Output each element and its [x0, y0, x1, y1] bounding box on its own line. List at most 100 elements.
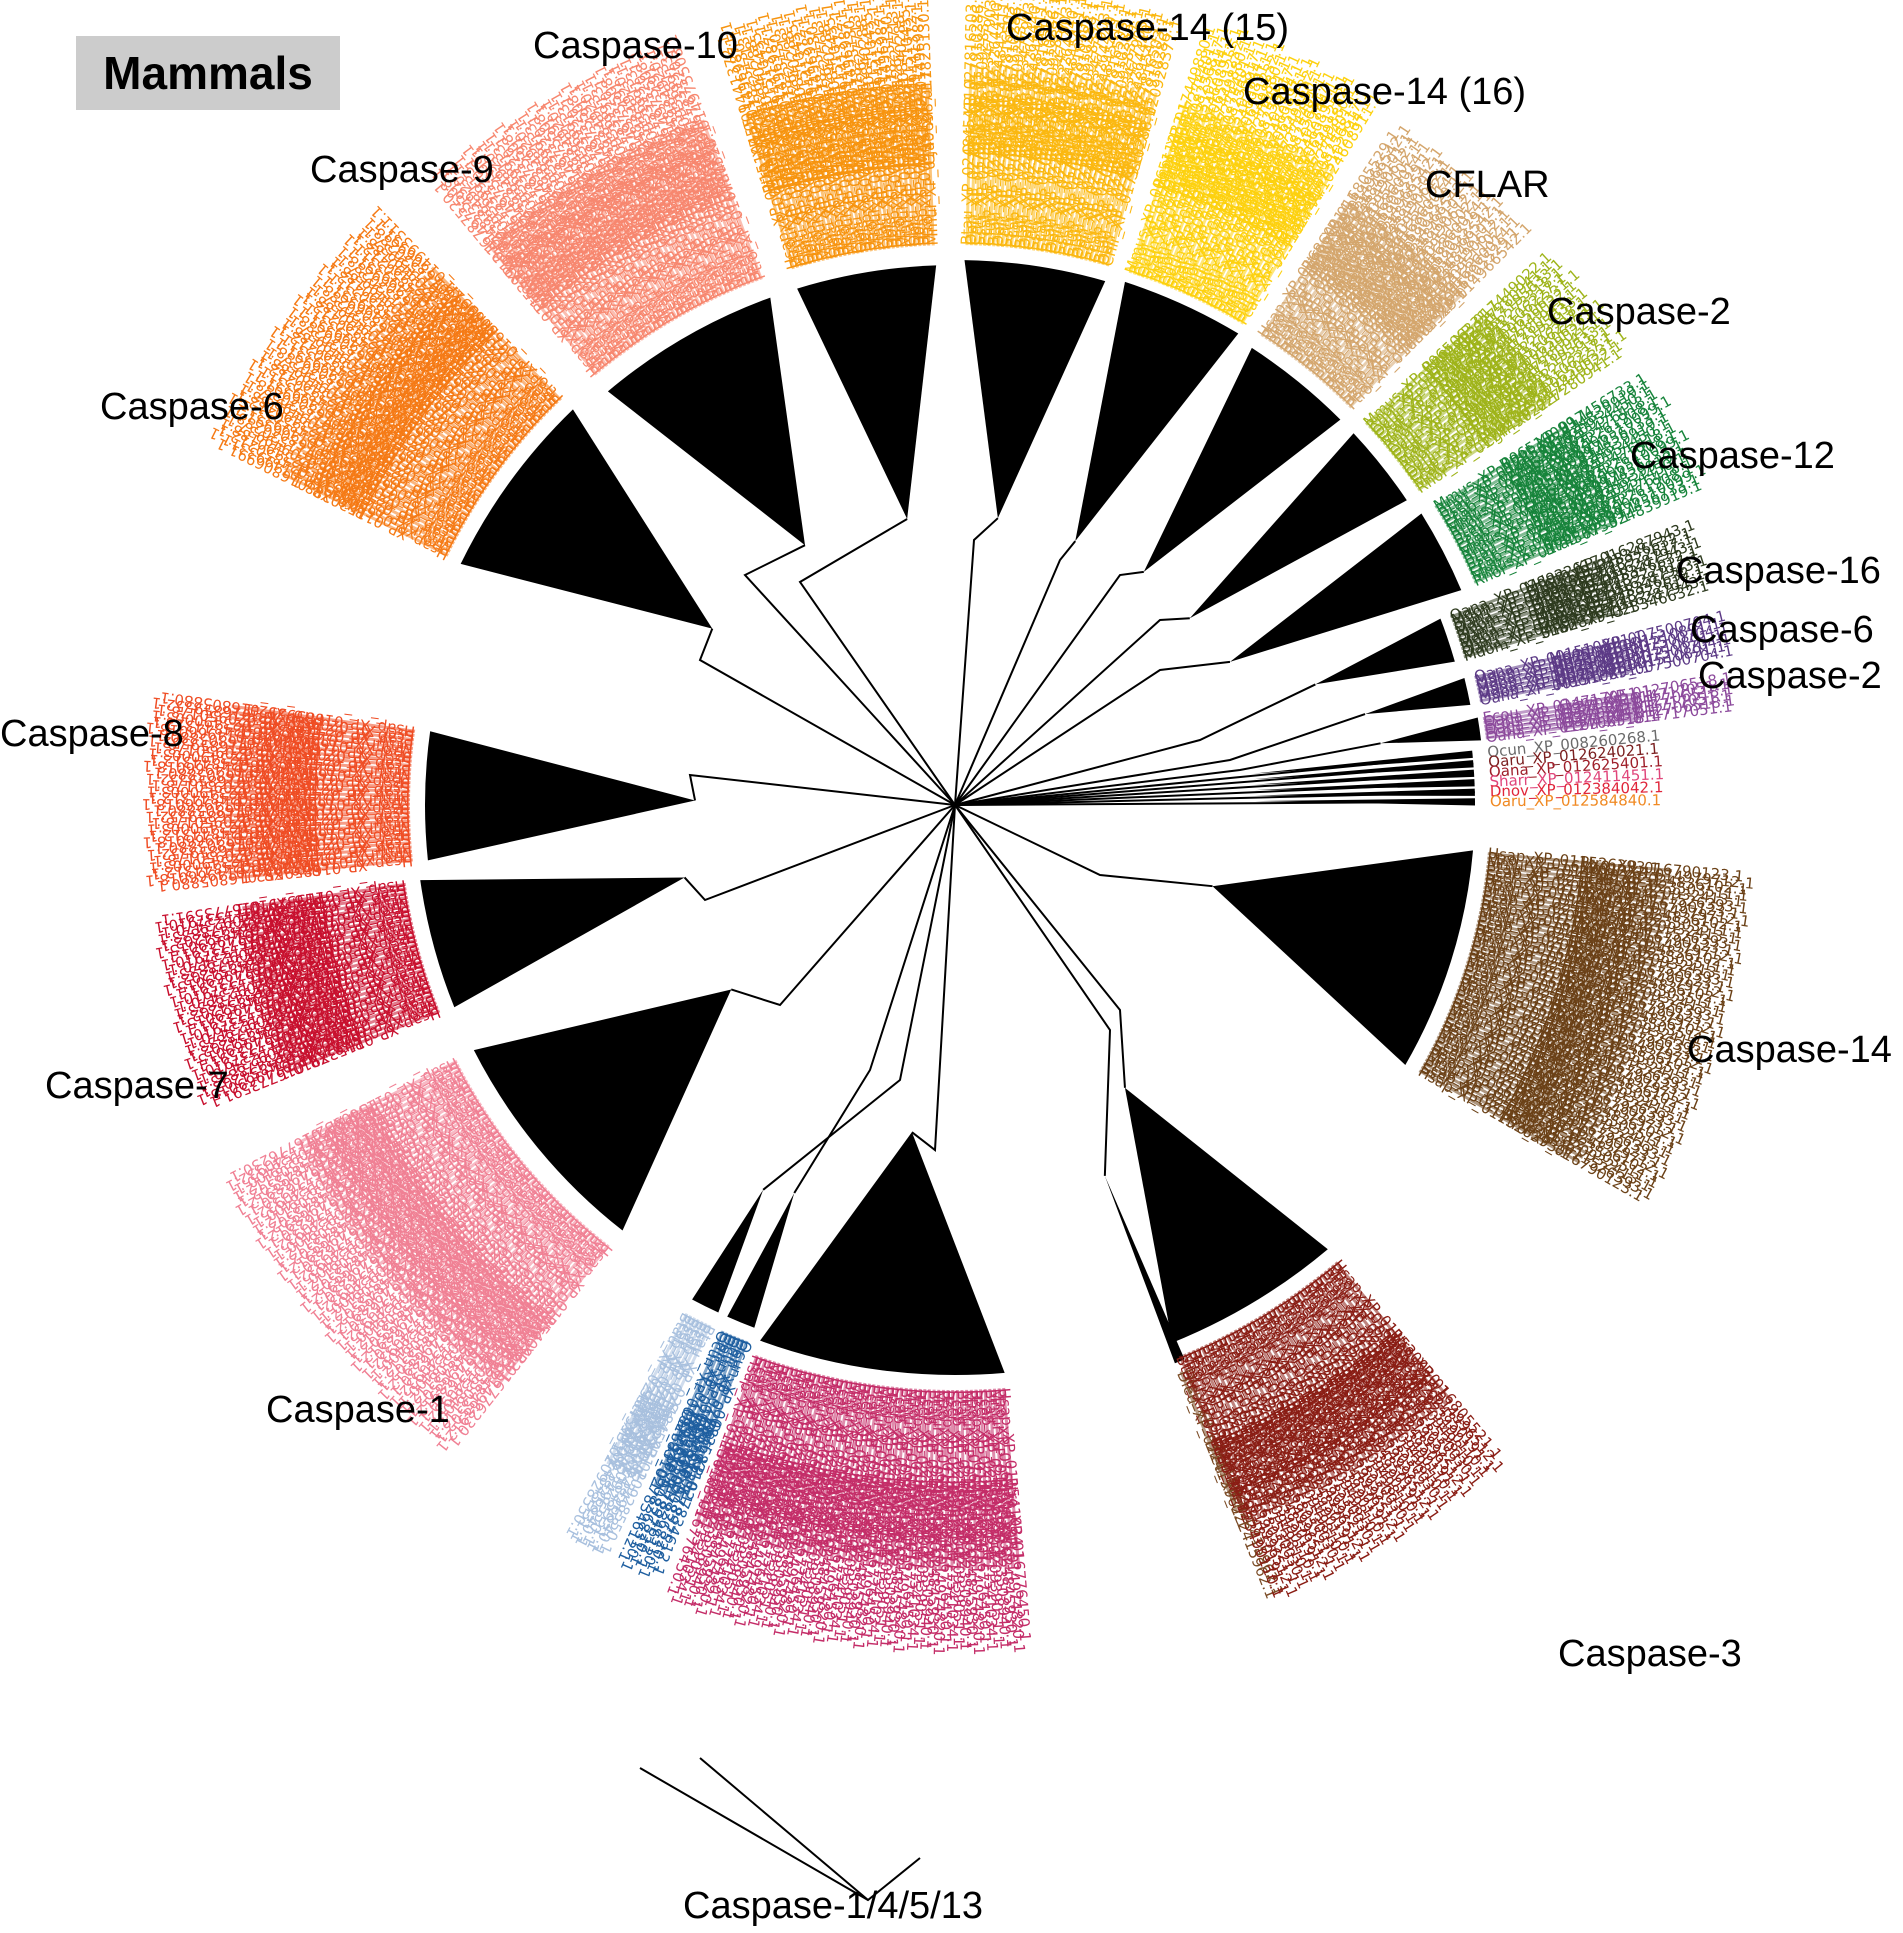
- tip-label: Oari_XP_027816503.1: [962, 79, 986, 245]
- wedge-c12: [1229, 513, 1462, 662]
- branch-cfl: [954, 570, 1144, 806]
- branch-c7: [683, 804, 956, 902]
- wedge-small: [1253, 750, 1473, 774]
- tip-band-mark: [1345, 288, 1460, 406]
- label-caspase-7: Caspase-7: [45, 1065, 229, 1107]
- tip-band-mark: [1157, 115, 1226, 285]
- tip-band-mark: [1318, 257, 1425, 381]
- tip-band-mark: [1145, 109, 1210, 280]
- wedge-c16: [1315, 618, 1455, 685]
- tip-band-mark: [987, 66, 1002, 247]
- tip-band-mark: [1321, 261, 1430, 384]
- tip-band-mark: [1341, 284, 1455, 403]
- tip-band-mark: [1331, 272, 1443, 393]
- tip-band-mark: [862, 90, 887, 250]
- tip-band-mark: [1335, 276, 1447, 396]
- tip-band-mark: [1084, 85, 1130, 261]
- wedge-c9: [607, 297, 805, 546]
- tip-band-mark: [1228, 159, 1320, 319]
- tip-band-mark: [806, 99, 843, 258]
- wedge-c1452: [692, 1189, 764, 1313]
- tip-band-mark: [1018, 69, 1043, 249]
- tip-band-mark: [908, 86, 922, 247]
- tip-band-mark: [983, 65, 996, 246]
- tip-band-mark: [857, 91, 882, 251]
- tip-band-mark: [1009, 68, 1031, 248]
- branch-c16: [954, 683, 1316, 806]
- tip-band-mark: [1101, 90, 1152, 266]
- tip-band-mark: [1314, 253, 1421, 378]
- tip-band-mark: [773, 107, 817, 264]
- tip-band-mark: [745, 115, 795, 270]
- tip-band-mark: [1105, 92, 1158, 267]
- wedge-csing: [1104, 1175, 1185, 1364]
- tip-band-mark: [1049, 75, 1084, 254]
- tip-band-mark: [1338, 280, 1451, 400]
- tip-band-mark: [1205, 143, 1290, 306]
- tip-band-mark: [897, 87, 913, 247]
- tip-band-mark: [1213, 148, 1300, 310]
- tip-band-mark: [1027, 71, 1055, 251]
- tip-band-mark: [1045, 74, 1078, 253]
- tip-band-mark: [834, 94, 865, 253]
- tip-band-mark: [902, 86, 917, 247]
- wedge-small: [1254, 788, 1475, 796]
- branch-c1: [730, 804, 956, 1007]
- label-caspase-1-4-5-13: Caspase-1/4/5/13: [683, 1885, 983, 1927]
- tip-band-mark: [1169, 121, 1243, 289]
- wedge-c2b: [1380, 717, 1482, 744]
- wedge-c1415: [964, 260, 1106, 519]
- tip-band-mark: [919, 85, 931, 246]
- tip-band-mark: [914, 85, 926, 246]
- tip-band-mark: [1079, 83, 1124, 260]
- tip-band-mark: [879, 88, 900, 249]
- tips-c1416: Mmus_XP_006511232.1Rnor_XP_017449880.1Rn…: [1121, 23, 1386, 328]
- tip-band-mark: [1236, 165, 1330, 323]
- tip-band-mark: [1040, 73, 1072, 253]
- branch-c10: [798, 518, 956, 806]
- wedge-c7: [420, 877, 685, 1008]
- tip-band-mark: [1328, 268, 1438, 390]
- label-caspase-10: Caspase-10: [533, 25, 738, 67]
- wedge-small: [1254, 779, 1475, 791]
- wedge-c1453: [760, 1132, 1005, 1375]
- tip-band-mark: [1149, 111, 1216, 281]
- wedge-c8: [425, 731, 696, 861]
- tip-band-mark: [969, 65, 979, 246]
- tip-band-mark: [1097, 89, 1147, 265]
- tip-band-mark: [751, 113, 800, 268]
- tip-band-mark: [1189, 133, 1269, 298]
- tip-band-mark: [812, 98, 847, 257]
- tip-band-mark: [1232, 162, 1325, 321]
- wedge-small: [1254, 798, 1475, 806]
- tip-band-mark: [1092, 87, 1141, 263]
- wedge-small: [1254, 769, 1475, 785]
- tip-band-mark: [851, 92, 878, 251]
- tip-band-mark: [1053, 76, 1090, 255]
- bracket-line: [699, 1757, 869, 1901]
- branch-c2b: [954, 742, 1381, 806]
- tip-band-mark: [1153, 113, 1221, 283]
- tip-band-mark: [817, 97, 851, 256]
- tip-band-mark: [1023, 70, 1049, 250]
- label-caspase-9: Caspase-9: [310, 149, 494, 191]
- tip-band-mark: [795, 102, 834, 259]
- tip-label-small: Oaru_XP_012584840.1: [1490, 791, 1661, 811]
- tip-band-mark: [801, 101, 838, 259]
- wedge-c3: [1124, 1087, 1328, 1343]
- tip-band-mark: [1325, 265, 1434, 387]
- tip-band-mark: [1209, 146, 1295, 308]
- tip-band-mark: [996, 67, 1014, 247]
- branch-c1415: [954, 517, 999, 806]
- tip-band-mark: [1193, 135, 1274, 300]
- tip-band-mark: [845, 92, 873, 252]
- label-caspase-2-small: Caspase-2: [1698, 655, 1882, 697]
- bracket-caspase-1-4-5-13: [639, 1767, 921, 1902]
- label-caspase-6-small: Caspase-6: [1690, 609, 1874, 651]
- tip-band-mark: [1062, 78, 1101, 257]
- tip-band-mark: [1181, 128, 1258, 295]
- wedge-cfl: [1143, 347, 1341, 572]
- tip-band-mark: [1221, 154, 1310, 314]
- label-caspase-16: Caspase-16: [1676, 550, 1881, 592]
- branch-c9: [743, 544, 956, 806]
